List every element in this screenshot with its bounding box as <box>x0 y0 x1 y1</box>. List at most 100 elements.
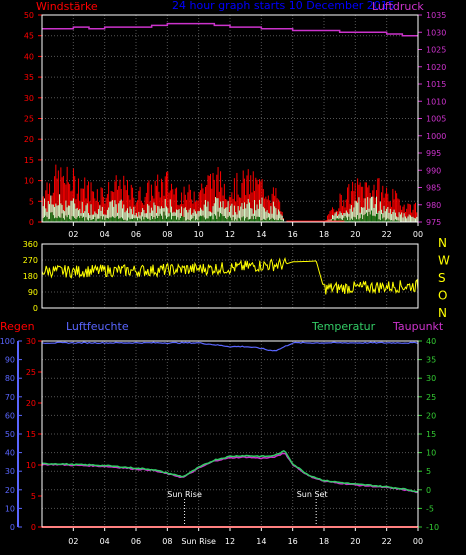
wind-tick-label: 30 <box>24 94 34 103</box>
rain-tick-label: 15 <box>26 430 36 439</box>
wind-pressure-panel: 0510152025303540455097598098599099510001… <box>24 11 447 239</box>
temp-tick-label: 15 <box>426 430 436 439</box>
compass-label: S <box>438 271 446 285</box>
pressure-tick-label: 1015 <box>426 80 446 89</box>
x-tick-label: 00 <box>413 537 423 546</box>
pressure-tick-label: 975 <box>426 218 441 227</box>
pressure-tick-label: 1005 <box>426 115 446 124</box>
pressure-tick-label: 1025 <box>426 46 446 55</box>
temp-tick-label: 25 <box>426 393 436 402</box>
wind-tick-label: 50 <box>24 11 34 20</box>
direction-bg <box>0 238 466 318</box>
sunset-label: Sun Set <box>297 490 328 499</box>
pressure-line <box>42 22 418 37</box>
rain-tick-label: 25 <box>26 368 36 377</box>
temp-tick-label: 35 <box>426 356 436 365</box>
dewpoint-line <box>41 452 419 494</box>
humidity-tick-label: 20 <box>5 486 15 495</box>
x-tick-label: 18 <box>319 537 329 546</box>
x-tick-label: 06 <box>131 230 141 239</box>
humidity-axis-label: Luftfeuchte <box>66 320 129 333</box>
direction-tick-label: 180 <box>23 272 38 281</box>
compass-label: W <box>438 254 450 268</box>
humidity-tick-label: 100 <box>0 337 15 346</box>
humidity-tick-label: 30 <box>5 467 15 476</box>
temp-tick-label: 5 <box>426 467 431 476</box>
humidity-tick-label: 80 <box>5 374 15 383</box>
x-tick-label: 04 <box>100 537 110 546</box>
x-tick-label: 16 <box>288 537 298 546</box>
x-tick-label: 08 <box>162 537 172 546</box>
direction-tick-label: 0 <box>33 304 38 313</box>
wind-tick-label: 15 <box>24 156 34 165</box>
direction-tick-label: 90 <box>28 288 38 297</box>
rain-tick-label: 5 <box>31 492 36 501</box>
top-frame <box>41 14 419 223</box>
temp-tick-label: 40 <box>426 337 436 346</box>
wind-tick-label: 10 <box>24 177 34 186</box>
pressure-tick-label: 985 <box>426 184 441 193</box>
x-tick-label: 02 <box>68 230 78 239</box>
wind-tick-label: 45 <box>24 32 34 41</box>
wind-tick-label: 20 <box>24 135 34 144</box>
humidity-tick-label: 60 <box>5 411 15 420</box>
temperature-line <box>41 449 419 493</box>
pressure-tick-label: 990 <box>426 166 441 175</box>
bottom-frame <box>41 340 419 528</box>
humidity-tick-label: 10 <box>5 504 15 513</box>
x-tick-label: 02 <box>68 537 78 546</box>
pressure-tick-label: 1000 <box>426 132 446 141</box>
x-tick-label: 14 <box>256 230 266 239</box>
chart-title: 24 hour graph starts 10 December 2015 <box>172 0 395 12</box>
direction-tick-label: 270 <box>23 256 38 265</box>
x-tick-label: 20 <box>350 537 360 546</box>
pressure-axis-label: Luftdruck <box>372 0 424 13</box>
humidity-line <box>41 341 419 352</box>
pressure-tick-label: 980 <box>426 201 441 210</box>
direction-line <box>41 257 419 295</box>
compass-label: N <box>438 236 447 250</box>
direction-frame <box>41 243 419 309</box>
temperature-axis-label: Temperatur <box>311 320 376 333</box>
wind-tick-label: 35 <box>24 73 34 82</box>
temp-tick-label: 10 <box>426 449 436 458</box>
wind-tick-label: 0 <box>29 218 34 227</box>
pressure-tick-label: 1020 <box>426 63 446 72</box>
x-tick-label: 06 <box>131 537 141 546</box>
pressure-tick-label: 1010 <box>426 97 446 106</box>
sunrise-label: Sun Rise <box>167 490 202 499</box>
x-tick-label: Sun Rise <box>181 537 216 546</box>
compass-label: O <box>438 289 447 303</box>
wind-tick-label: 25 <box>24 115 34 124</box>
humidity-tick-label: 40 <box>5 449 15 458</box>
humidity-tick-label: 50 <box>5 430 15 439</box>
temp-tick-label: 20 <box>426 411 436 420</box>
rain-axis-label: Regen <box>0 320 35 333</box>
wind-tick-label: 5 <box>29 197 34 206</box>
x-tick-label: 16 <box>288 230 298 239</box>
humidity-tick-label: 90 <box>5 356 15 365</box>
x-tick-label: 20 <box>350 230 360 239</box>
x-tick-label: 08 <box>162 230 172 239</box>
temp-tick-label: -10 <box>426 523 439 532</box>
temp-tick-label: 30 <box>426 374 436 383</box>
x-tick-label: 10 <box>194 230 204 239</box>
x-tick-label: 00 <box>413 230 423 239</box>
rain-tick-label: 10 <box>26 461 36 470</box>
rain-tick-label: 30 <box>26 337 36 346</box>
humidity-tick-label: 70 <box>5 393 15 402</box>
wind-tick-label: 40 <box>24 52 34 61</box>
pressure-tick-label: 1035 <box>426 11 446 20</box>
pressure-tick-label: 995 <box>426 149 441 158</box>
x-tick-label: 12 <box>225 537 235 546</box>
compass-label: N <box>438 306 447 320</box>
dewpoint-axis-label: Taupunkt <box>392 320 444 333</box>
x-tick-label: 12 <box>225 230 235 239</box>
x-tick-label: 22 <box>382 537 392 546</box>
humidity-tick-label: 0 <box>10 523 15 532</box>
wind-axis-label: Windstärke <box>36 0 98 13</box>
pressure-tick-label: 1030 <box>426 28 446 37</box>
x-tick-label: 18 <box>319 230 329 239</box>
